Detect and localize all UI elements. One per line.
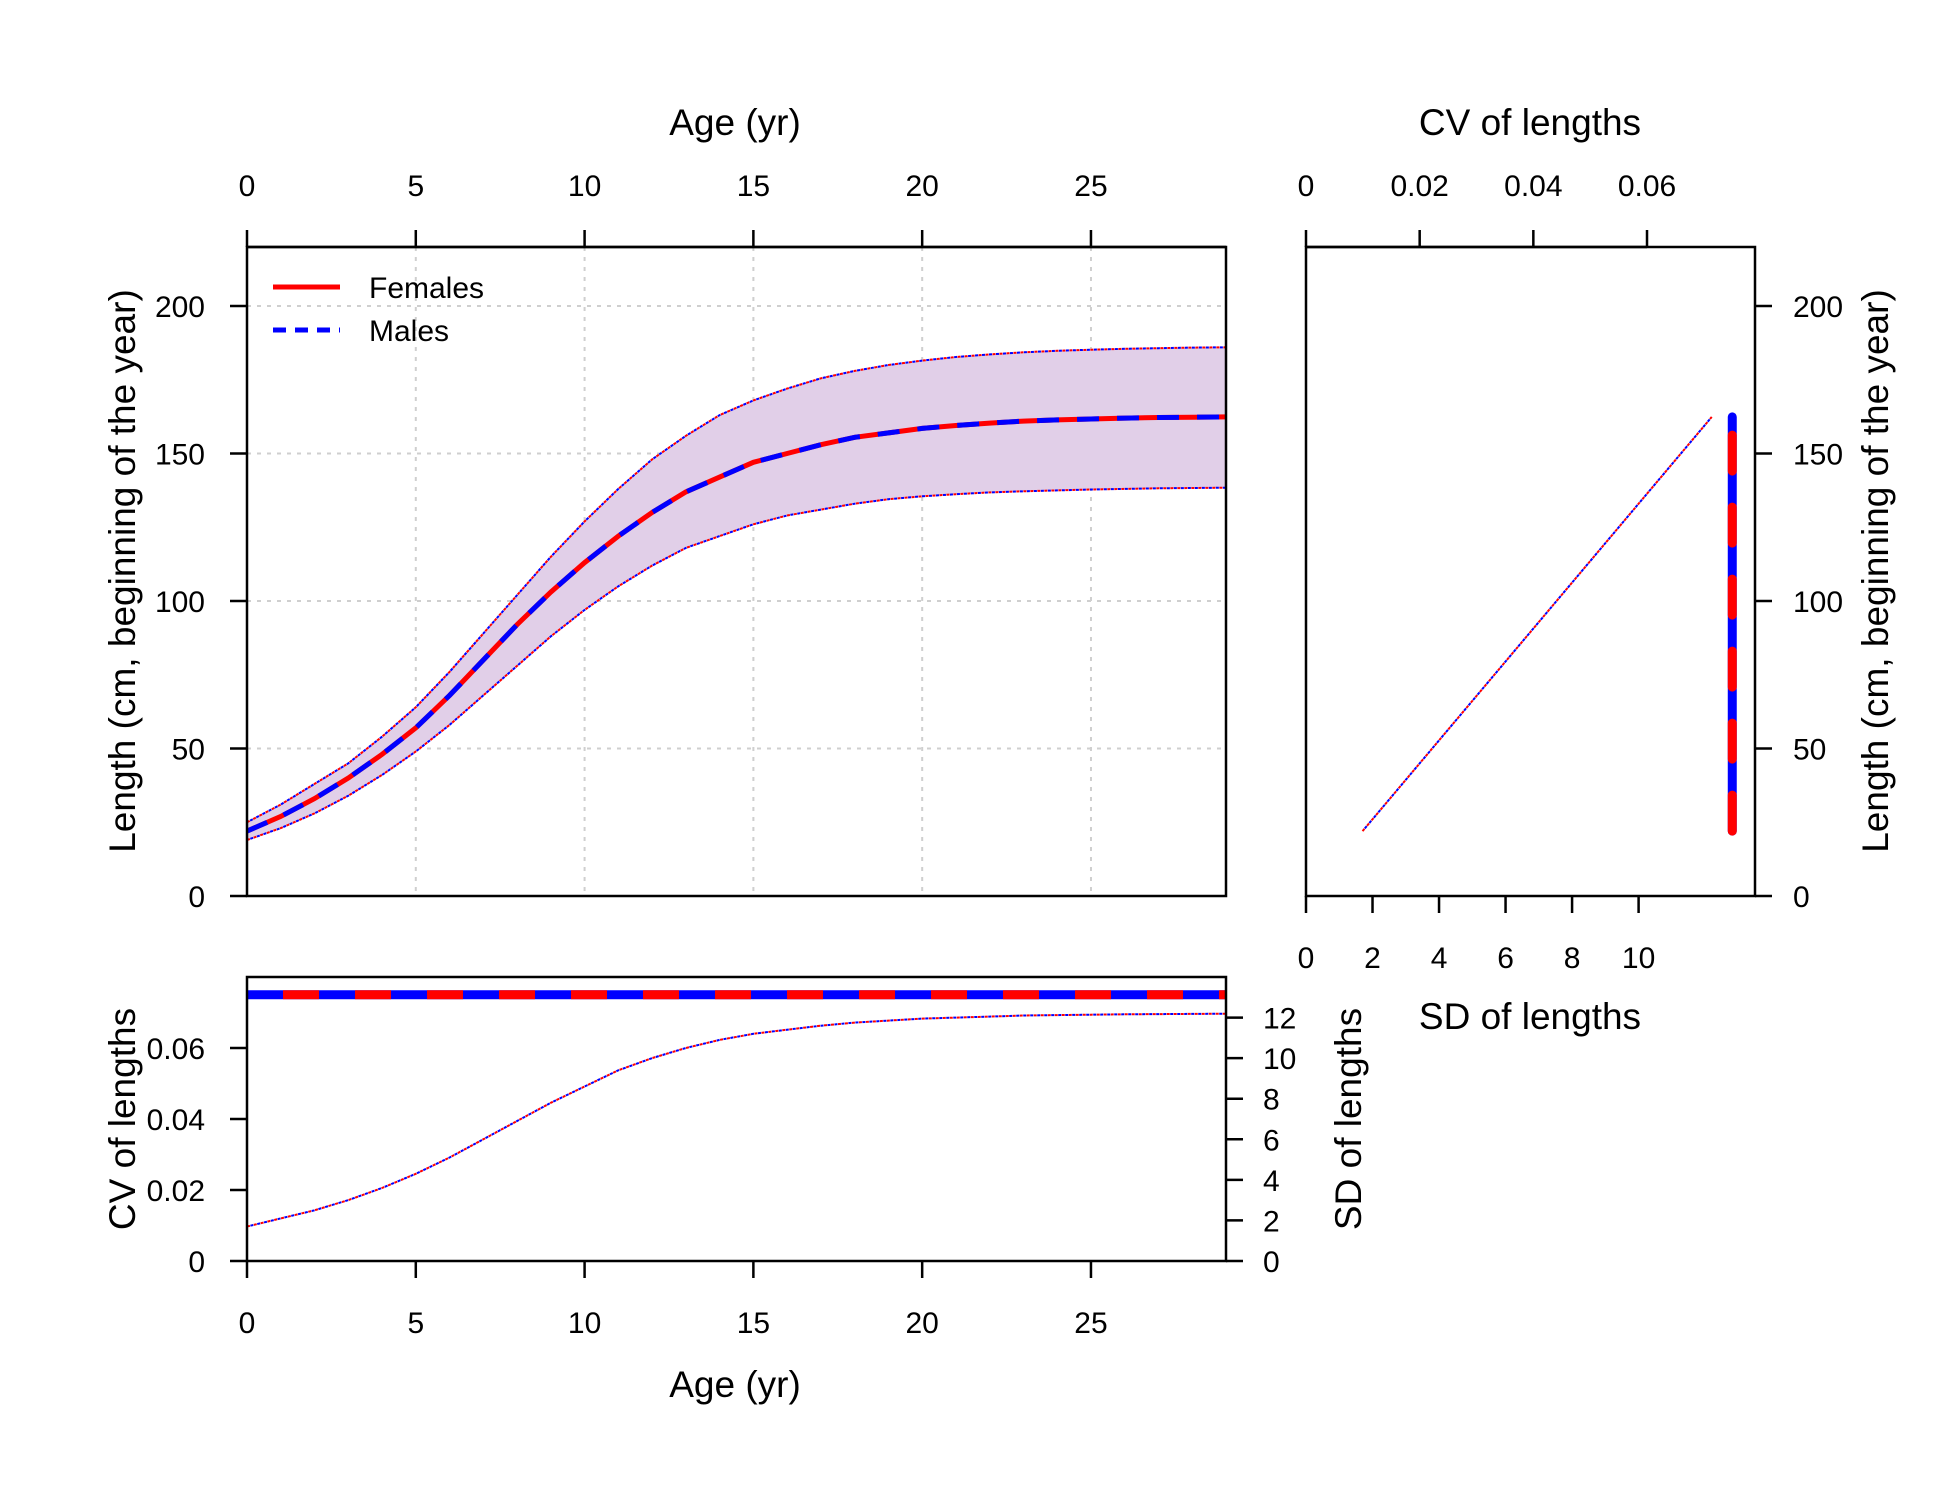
main-y-tick-label: 100 [155,586,205,619]
bottom-right-tick-label: 2 [1263,1205,1280,1238]
right-y-tick-label: 200 [1793,291,1843,324]
right-bottom-tick-label: 6 [1497,942,1514,975]
right-y-tick-label: 150 [1793,439,1843,472]
main-left-axis: 0 50 100 150 200 [155,291,247,914]
right-y-axis-title: Length (cm, beginning of the year) [1855,289,1896,853]
right-bottom-tick-label: 10 [1622,942,1655,975]
right-top-tick-label: 0.02 [1390,170,1448,203]
main-top-tick-label: 25 [1074,170,1107,203]
right-top-axis-title: CV of lengths [1419,102,1641,143]
cv-sd-at-age-panel: 0 5 10 15 20 25 0 0.02 0.04 0.06 0 2 4 6 8 10 12 Age (… [102,975,1369,1405]
main-y-axis-title: Length (cm, beginning of the year) [102,289,143,853]
main-y-tick-label: 50 [172,734,205,767]
right-top-axis: 0 0.02 0.04 0.06 [1298,170,1676,249]
main-top-tick-label: 5 [407,170,424,203]
bottom-x-tick-label: 25 [1074,1307,1107,1340]
legend-males-label: Males [369,315,449,348]
legend-females-label: Females [369,272,484,305]
main-y-tick-label: 0 [188,881,205,914]
bottom-right-axis-title: SD of lengths [1328,1008,1369,1230]
bottom-plot-frame [245,975,1228,1263]
main-top-tick-label: 15 [737,170,770,203]
legend: Females Males [273,272,484,348]
bottom-right-tick-label: 0 [1263,1246,1280,1279]
bottom-x-tick-label: 10 [568,1307,601,1340]
bottom-x-tick-label: 5 [407,1307,424,1340]
bottom-right-axis: 0 2 4 6 8 10 12 [1226,1003,1296,1279]
bottom-left-tick-label: 0.06 [147,1033,205,1066]
bottom-x-tick-label: 0 [239,1307,256,1340]
lower-band-line-blue [247,486,1226,841]
bottom-left-axis-title: CV of lengths [102,1008,143,1230]
sd-line-red [247,1012,1226,1228]
main-top-tick-label: 10 [568,170,601,203]
upper-band-line-red [247,346,1226,824]
bottom-x-axis: 0 5 10 15 20 25 [239,1261,1108,1340]
bottom-x-axis-title: Age (yr) [669,1364,801,1405]
bottom-x-tick-label: 20 [905,1307,938,1340]
main-y-tick-label: 150 [155,439,205,472]
bottom-right-tick-label: 8 [1263,1084,1280,1117]
sd-vs-length-line-blue [1361,416,1713,832]
right-plot-frame [1304,245,1757,898]
main-top-axis: 0 5 10 15 20 25 [239,170,1226,249]
right-top-tick-label: 0.06 [1618,170,1676,203]
right-bottom-tick-label: 0 [1298,942,1315,975]
bottom-left-tick-label: 0 [188,1246,205,1279]
right-y-axis: 0 50 100 150 200 [1755,291,1843,914]
right-bottom-axis-title: SD of lengths [1419,996,1641,1037]
right-bottom-tick-label: 8 [1564,942,1581,975]
right-y-tick-label: 0 [1793,881,1810,914]
sd-line-blue [247,1012,1226,1228]
length-at-age-panel: 0 5 10 15 20 25 0 50 100 150 200 Age (yr) Length … [102,102,1228,914]
bottom-right-tick-label: 6 [1263,1124,1280,1157]
length-vs-sd-cv-panel: 0 0.02 0.04 0.06 0 2 4 6 8 10 0 50 100 150 200 CV of… [1298,102,1896,1037]
right-top-tick-label: 0.04 [1504,170,1562,203]
main-top-tick-label: 0 [239,170,256,203]
right-bottom-tick-label: 4 [1431,942,1448,975]
main-top-tick-label: 20 [905,170,938,203]
bottom-right-tick-label: 4 [1263,1165,1280,1198]
bottom-x-tick-label: 15 [737,1307,770,1340]
bottom-left-tick-label: 0.04 [147,1104,205,1137]
bottom-left-axis: 0 0.02 0.04 0.06 [147,1033,247,1279]
length-band [247,347,1226,840]
right-bottom-tick-label: 2 [1364,942,1381,975]
bottom-right-tick-label: 10 [1263,1043,1296,1076]
bottom-right-tick-label: 12 [1263,1003,1296,1036]
right-bottom-axis: 0 2 4 6 8 10 [1298,896,1655,975]
main-y-tick-label: 200 [155,291,205,324]
lower-band-line-red [247,486,1226,841]
right-y-tick-label: 50 [1793,734,1826,767]
right-top-tick-label: 0 [1298,170,1315,203]
main-top-axis-title: Age (yr) [669,102,801,143]
bottom-left-tick-label: 0.02 [147,1175,205,1208]
males-series-line [247,414,1226,834]
right-y-tick-label: 100 [1793,586,1843,619]
